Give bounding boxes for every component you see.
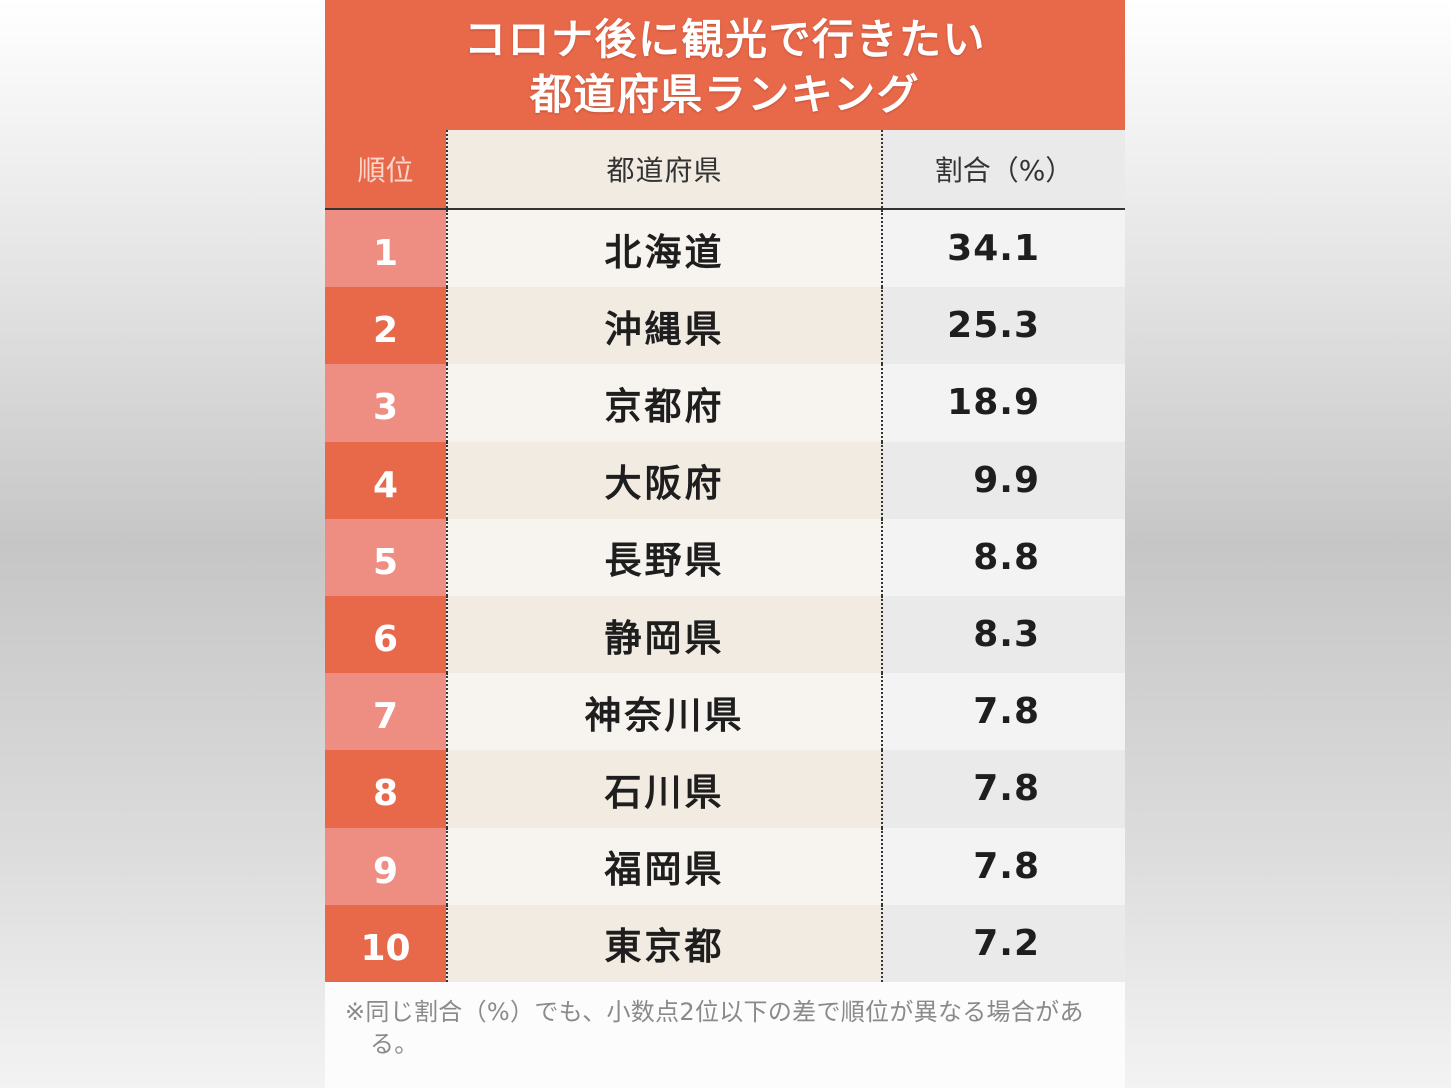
prefecture-cell: 沖縄県 xyxy=(446,287,881,365)
table-row: 7 神奈川県 7.8 xyxy=(325,673,1125,751)
percentage-cell: 7.8 xyxy=(881,750,1125,828)
prefecture-cell: 石川県 xyxy=(446,750,881,828)
title-line-1: コロナ後に観光で行きたい xyxy=(463,15,986,64)
table-row: 9 福岡県 7.8 xyxy=(325,827,1125,905)
column-header-prefecture: 都道府県 xyxy=(446,130,881,208)
prefecture-cell: 静岡県 xyxy=(446,595,881,674)
percentage-cell: 7.8 xyxy=(881,827,1125,905)
rank-cell: 9 xyxy=(325,827,446,905)
ranking-table-body: 1 北海道 34.1 2 沖縄県 25.3 3 京都府 18.9 4 大阪府 9.9 5 長野県 8.8 6 静… xyxy=(325,210,1125,982)
table-row: 4 大阪府 9.9 xyxy=(325,441,1125,519)
percentage-cell: 25.3 xyxy=(881,287,1125,365)
rank-cell: 5 xyxy=(325,518,446,596)
prefecture-cell: 福岡県 xyxy=(446,827,881,905)
table-row: 8 石川県 7.8 xyxy=(325,750,1125,828)
table-row: 3 京都府 18.9 xyxy=(325,364,1125,442)
ranking-panel: コロナ後に観光で行きたい 都道府県ランキング 順位 都道府県 割合（%） 1 北海… xyxy=(325,0,1125,1088)
rank-cell: 10 xyxy=(325,904,446,982)
prefecture-cell: 京都府 xyxy=(446,364,881,442)
table-row: 10 東京都 7.2 xyxy=(325,904,1125,982)
rank-cell: 1 xyxy=(325,210,446,288)
percentage-cell: 8.8 xyxy=(881,518,1125,596)
percentage-cell: 9.9 xyxy=(881,441,1125,519)
rank-cell: 4 xyxy=(325,441,446,519)
page-title: コロナ後に観光で行きたい 都道府県ランキング xyxy=(325,0,1125,130)
prefecture-cell: 大阪府 xyxy=(446,441,881,519)
rank-cell: 6 xyxy=(325,595,446,674)
prefecture-cell: 北海道 xyxy=(446,210,881,288)
table-row: 1 北海道 34.1 xyxy=(325,210,1125,288)
percentage-cell: 7.2 xyxy=(881,904,1125,982)
prefecture-cell: 神奈川県 xyxy=(446,673,881,751)
prefecture-cell: 長野県 xyxy=(446,518,881,596)
percentage-cell: 34.1 xyxy=(881,210,1125,288)
rank-cell: 7 xyxy=(325,673,446,751)
table-row: 6 静岡県 8.3 xyxy=(325,595,1125,674)
table-header: 順位 都道府県 割合（%） xyxy=(325,130,1125,210)
percentage-cell: 7.8 xyxy=(881,673,1125,751)
rank-cell: 8 xyxy=(325,750,446,828)
table-row: 5 長野県 8.8 xyxy=(325,518,1125,596)
footnote: ※同じ割合（%）でも、小数点2位以下の差で順位が異なる場合がある。 xyxy=(325,982,1125,1088)
percentage-cell: 18.9 xyxy=(881,364,1125,442)
prefecture-cell: 東京都 xyxy=(446,904,881,982)
title-line-2: 都道府県ランキング xyxy=(529,70,921,119)
rank-cell: 3 xyxy=(325,364,446,442)
column-header-percentage: 割合（%） xyxy=(881,130,1125,208)
percentage-cell: 8.3 xyxy=(881,595,1125,674)
rank-cell: 2 xyxy=(325,287,446,365)
column-header-rank: 順位 xyxy=(325,130,446,208)
table-row: 2 沖縄県 25.3 xyxy=(325,287,1125,365)
